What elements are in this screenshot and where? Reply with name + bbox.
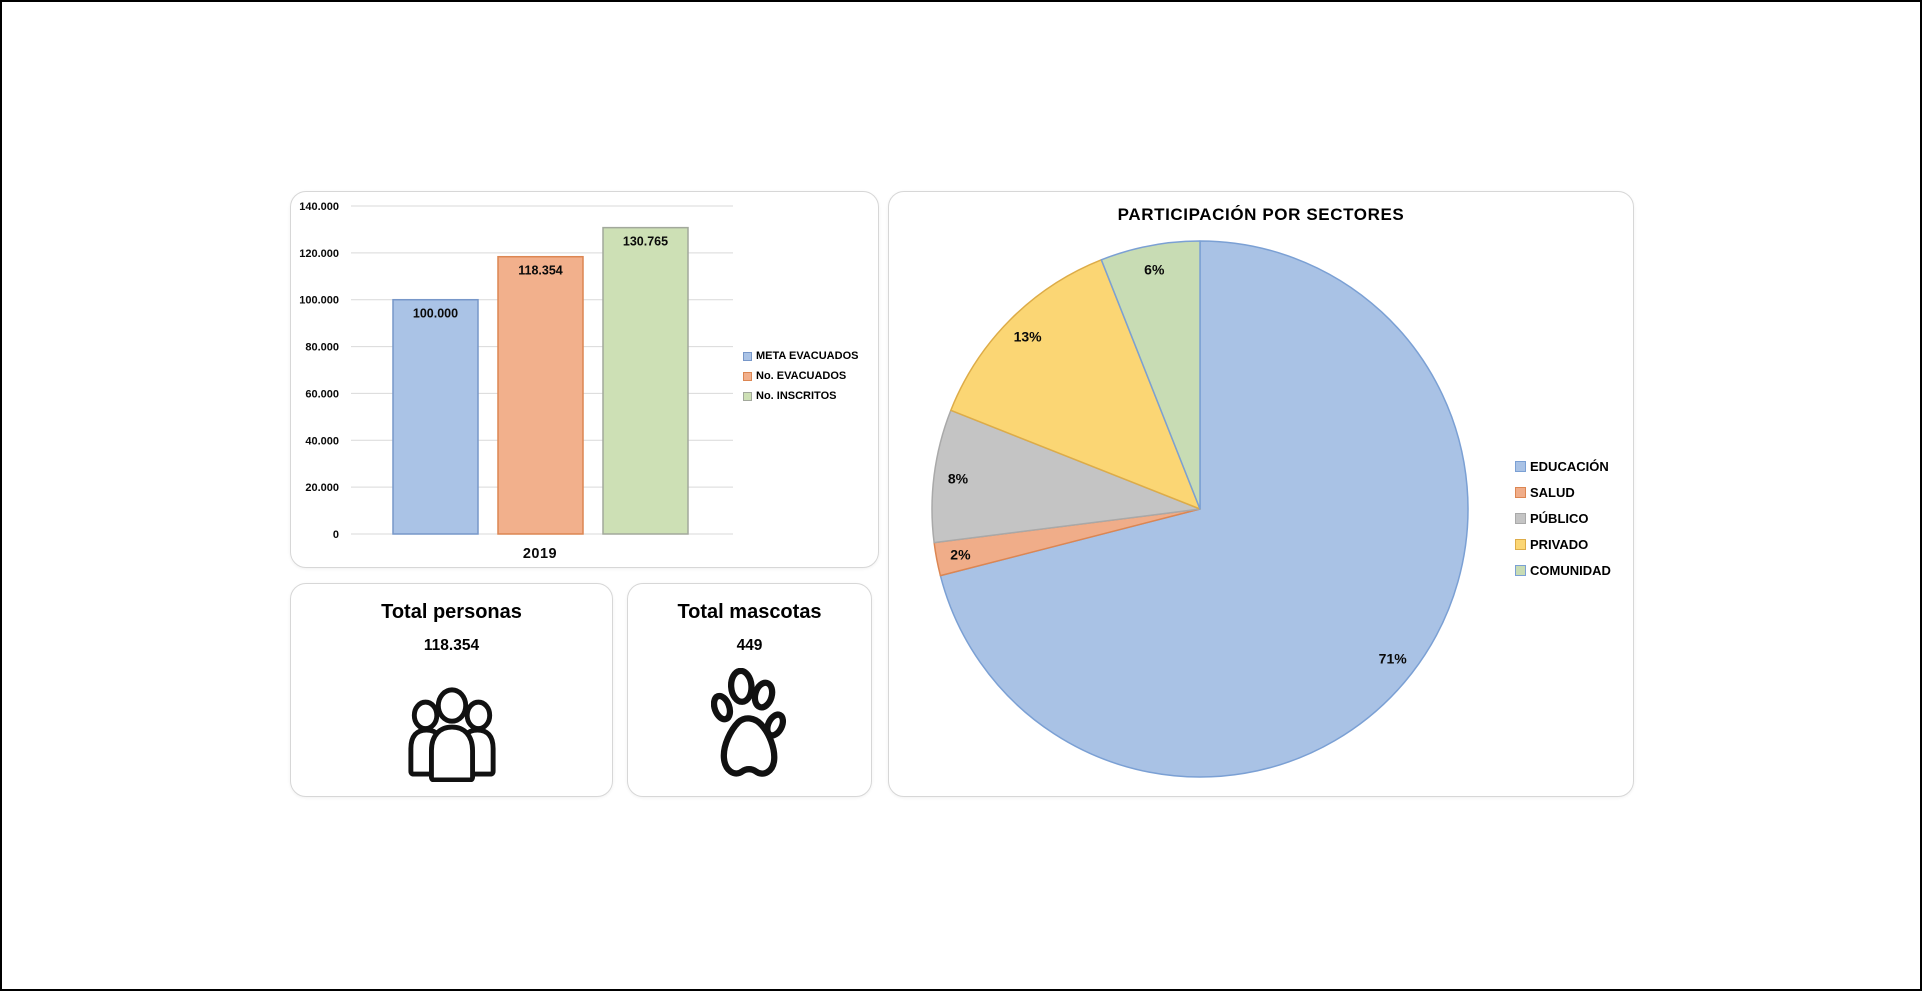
pie-percent-label: 2% (950, 547, 971, 563)
pie-percent-label: 13% (1014, 329, 1043, 345)
pie-chart-legend: EDUCACIÓN SALUD PÚBLICO PRIVADO COMUNIDAD (1515, 459, 1611, 578)
pie-percent-label: 8% (948, 470, 969, 486)
y-tick-label: 140.000 (299, 201, 339, 213)
pie-chart-panel: PARTICIPACIÓN POR SECTORES 71% 2% 8% 13% 6% … (888, 191, 1634, 797)
legend-swatch (743, 391, 752, 401)
legend-item: META EVACUADOS (743, 350, 858, 362)
pie-chart-title: PARTICIPACIÓN POR SECTORES (1117, 205, 1405, 224)
y-tick-label: 100.000 (299, 295, 339, 307)
bar-0 (392, 298, 479, 535)
legend-item: EDUCACIÓN (1515, 459, 1611, 474)
pie-slice-2 (931, 409, 1201, 544)
legend-item: No. INSCRITOS (743, 390, 858, 402)
card-title: Total mascotas (677, 601, 822, 623)
legend-item: PRIVADO (1515, 537, 1611, 552)
legend-swatch (1515, 513, 1526, 524)
bar-chart-panel: 0 20.000 40.000 60.000 80.000 100.000 120.000 1… (290, 191, 879, 568)
legend-swatch (1515, 565, 1526, 576)
paw-icon (628, 668, 871, 782)
legend-swatch (743, 371, 752, 381)
legend-swatch (1515, 487, 1526, 498)
bar-chart-legend: META EVACUADOS No. EVACUADOS No. INSCRITOS (743, 350, 858, 402)
pie-percent-label: 71% (1379, 651, 1408, 667)
card-value: 449 (736, 637, 763, 654)
legend-item: COMUNIDAD (1515, 563, 1611, 578)
legend-swatch (1515, 461, 1526, 472)
people-icon (291, 680, 612, 782)
legend-label: PRIVADO (1530, 537, 1589, 552)
y-tick-label: 40.000 (305, 435, 339, 447)
y-tick-label: 20.000 (305, 482, 339, 494)
legend-label: No. INSCRITOS (756, 390, 837, 402)
total-personas-card: Total personas 118.354 (290, 583, 613, 797)
legend-swatch (743, 351, 752, 361)
legend-item: No. EVACUADOS (743, 370, 858, 382)
legend-item: SALUD (1515, 485, 1611, 500)
bar-2 (602, 226, 689, 535)
pie-chart: 71% 2% 8% 13% 6% (931, 240, 1469, 778)
legend-swatch (1515, 539, 1526, 550)
y-tick-label: 80.000 (305, 342, 339, 354)
legend-label: COMUNIDAD (1530, 563, 1611, 578)
y-tick-label: 120.000 (299, 248, 339, 260)
category-label: 2019 (523, 546, 557, 562)
pie-percent-label: 6% (1144, 261, 1165, 277)
legend-label: PÚBLICO (1530, 511, 1589, 526)
legend-label: EDUCACIÓN (1530, 459, 1609, 474)
total-mascotas-card: Total mascotas 449 (627, 583, 872, 797)
bar-1 (497, 255, 584, 535)
pie-slice-4 (1100, 240, 1201, 510)
legend-label: META EVACUADOS (756, 350, 859, 362)
y-tick-label: 60.000 (305, 388, 339, 400)
bar-chart: 0 20.000 40.000 60.000 80.000 100.000 120.000 1… (299, 201, 733, 562)
card-value: 118.354 (423, 637, 480, 654)
pie-slice-3 (950, 259, 1201, 510)
legend-label: SALUD (1530, 485, 1575, 500)
bar-value-label: 130.765 (623, 235, 668, 249)
pie-slice-0 (939, 240, 1469, 778)
card-title: Total personas (381, 601, 522, 623)
legend-item: PÚBLICO (1515, 511, 1611, 526)
bar-value-label: 118.354 (518, 264, 563, 278)
y-tick-label: 0 (333, 529, 339, 541)
legend-label: No. EVACUADOS (756, 370, 847, 382)
bar-value-label: 100.000 (413, 307, 458, 321)
